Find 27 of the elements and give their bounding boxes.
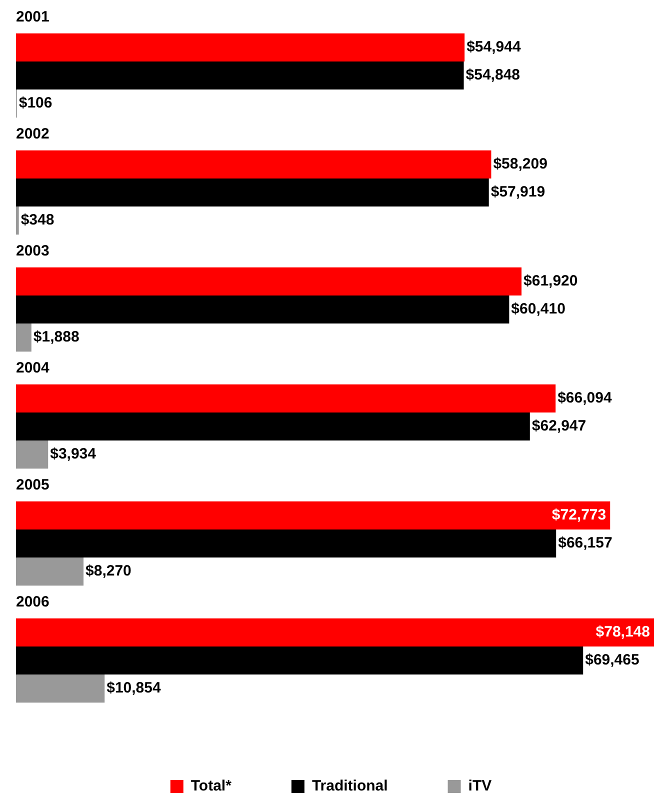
data-label: $8,270 [86, 562, 132, 580]
data-label: $78,148 [596, 624, 650, 641]
legend-label: Total* [190, 778, 232, 795]
data-label: $3,934 [50, 446, 97, 463]
data-label: $66,094 [558, 390, 612, 407]
legend-label: iTV [468, 778, 492, 795]
data-label: $61,920 [524, 272, 578, 290]
legend-label: Traditional [312, 778, 388, 795]
y-tick-label: 2003 [16, 242, 50, 260]
data-label: $60,410 [511, 300, 566, 318]
data-label: $54,848 [466, 66, 520, 84]
y-tick-label: 2001 [16, 8, 50, 26]
data-label: $10,854 [106, 680, 162, 697]
data-label: $106 [18, 94, 52, 112]
data-label: $62,947 [532, 418, 586, 435]
data-label: $66,157 [558, 534, 612, 552]
data-label: $69,465 [585, 652, 640, 669]
data-label: $1,888 [33, 328, 80, 346]
y-tick-label: 2005 [16, 476, 50, 494]
data-label: $58,209 [493, 156, 548, 173]
y-tick-label: 2006 [16, 594, 50, 611]
data-label: $57,919 [490, 184, 546, 201]
data-label: $348 [20, 212, 54, 229]
y-tick-label: 2002 [16, 126, 50, 143]
y-tick-label: 2004 [16, 360, 50, 377]
data-label: $54,944 [466, 38, 522, 56]
data-label: $72,773 [552, 506, 606, 524]
